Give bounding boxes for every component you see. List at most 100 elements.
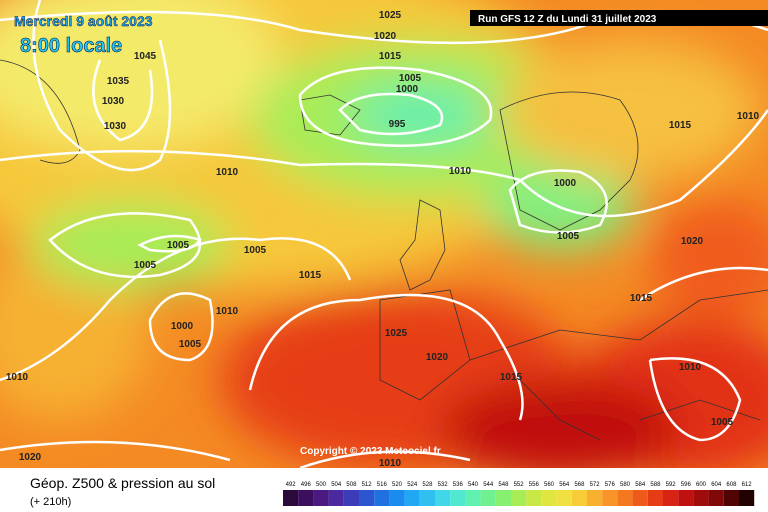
colorbar-label: 540: [468, 482, 479, 488]
isobar-label: 1015: [669, 120, 692, 131]
colorbar-cell: [647, 490, 663, 506]
colorbar-cell: [419, 490, 435, 506]
colorbar-label: 572: [590, 482, 601, 488]
isobar-label: 1010: [6, 372, 29, 383]
colorbar-label: 600: [696, 482, 707, 488]
colorbar-label: 516: [377, 482, 388, 488]
colorbar-cell: [739, 490, 755, 506]
colorbar-label: 496: [301, 482, 312, 488]
colorbar-cell: [511, 490, 527, 506]
colorbar-label: 564: [559, 482, 570, 488]
colorbar-label: 568: [574, 482, 585, 488]
isobar-label: 1005: [557, 231, 580, 242]
time: 8:00 locale: [20, 35, 122, 57]
isobar-label: 1025: [385, 328, 408, 339]
isobar-label: 1045: [134, 51, 157, 62]
colorbar-label: 532: [438, 482, 449, 488]
colorbar-label: 588: [650, 482, 661, 488]
colorbar-cell: [723, 490, 739, 506]
isobar-label: 1000: [171, 321, 194, 332]
colorbar-label: 608: [726, 482, 737, 488]
colorbar: 492 496 500 504 508 512 516 520 524 528 532 536 540 5…: [283, 482, 755, 506]
isobar-label: 1020: [681, 236, 704, 247]
colorbar-cell: [465, 490, 481, 506]
isobar-label: 1010: [379, 458, 402, 469]
isobar-label: 1020: [374, 31, 397, 42]
colorbar-label: 536: [453, 482, 464, 488]
isobar-label: 1000: [554, 178, 577, 189]
isobar-label: 1030: [102, 96, 125, 107]
colorbar-label: 612: [742, 482, 753, 488]
colorbar-label: 604: [711, 482, 722, 488]
isobar-label: 1000: [396, 84, 419, 95]
colorbar-label: 508: [346, 482, 357, 488]
colorbar-label: 592: [666, 482, 677, 488]
colorbar-label: 504: [331, 482, 342, 488]
isobar-label: 1035: [107, 76, 130, 87]
isobar-label: 1005: [167, 240, 190, 251]
isobar-label: 1030: [104, 121, 127, 132]
colorbar-label: 576: [605, 482, 616, 488]
colorbar-label: 524: [407, 482, 418, 488]
isobar-label: 1020: [426, 352, 449, 363]
date: Mercredi 9 août 2023: [14, 13, 153, 29]
isobar-label: 1015: [500, 372, 523, 383]
colorbar-cell: [343, 490, 359, 506]
colorbar-cell: [602, 490, 618, 506]
colorbar-cell: [450, 490, 466, 506]
colorbar-cell: [541, 490, 557, 506]
colorbar-cell: [663, 490, 679, 506]
colorbar-label: 580: [620, 482, 631, 488]
colorbar-label: 492: [286, 482, 297, 488]
isobar-label: 995: [389, 119, 406, 130]
isobar-label: 1025: [379, 10, 402, 21]
isobar-label: 1015: [299, 270, 322, 281]
colorbar-cell: [298, 490, 314, 506]
colorbar-cell: [283, 490, 299, 506]
colorbar-cell: [526, 490, 542, 506]
colorbar-label: 560: [544, 482, 555, 488]
run-info: Run GFS 12 Z du Lundi 31 juillet 2023: [478, 14, 657, 25]
footer-title: Géop. Z500 & pression au sol: [30, 475, 215, 491]
colorbar-label: 556: [529, 482, 540, 488]
isobar-label: 1010: [216, 167, 239, 178]
colorbar-label: 528: [422, 482, 433, 488]
isobar-label: 1005: [134, 260, 157, 271]
colorbar-cell: [389, 490, 405, 506]
copyright: Copyright © 2023 Meteociel.fr: [300, 446, 441, 457]
colorbar-cell: [328, 490, 344, 506]
isobar-label: 1010: [737, 111, 760, 122]
isobar-label: 1005: [399, 73, 422, 84]
colorbar-label: 596: [681, 482, 692, 488]
colorbar-cell: [693, 490, 709, 506]
colorbar-cell: [374, 490, 390, 506]
isobar-label: 1010: [216, 306, 239, 317]
isobar-label: 1015: [630, 293, 653, 304]
colorbar-cell: [708, 490, 724, 506]
colorbar-cell: [571, 490, 587, 506]
colorbar-cell: [435, 490, 451, 506]
colorbar-label: 512: [362, 482, 373, 488]
colorbar-cell: [587, 490, 603, 506]
footer-lead: (+ 210h): [30, 496, 71, 508]
run-banner: [470, 10, 768, 26]
isobar-label: 1020: [19, 452, 42, 463]
colorbar-label: 552: [514, 482, 525, 488]
colorbar-label: 500: [316, 482, 327, 488]
isobar-label: 1010: [449, 166, 472, 177]
colorbar-label: 520: [392, 482, 403, 488]
isobar-label: 1015: [379, 51, 402, 62]
colorbar-cell: [313, 490, 329, 506]
colorbar-cell: [617, 490, 633, 506]
colorbar-cell: [480, 490, 496, 506]
colorbar-cell: [359, 490, 375, 506]
colorbar-cell: [556, 490, 572, 506]
field: [0, 0, 768, 468]
colorbar-cell: [678, 490, 694, 506]
isobar-label: 1005: [711, 417, 734, 428]
colorbar-label: 548: [498, 482, 509, 488]
colorbar-cell: [495, 490, 511, 506]
colorbar-cell: [404, 490, 420, 506]
colorbar-label: 584: [635, 482, 646, 488]
